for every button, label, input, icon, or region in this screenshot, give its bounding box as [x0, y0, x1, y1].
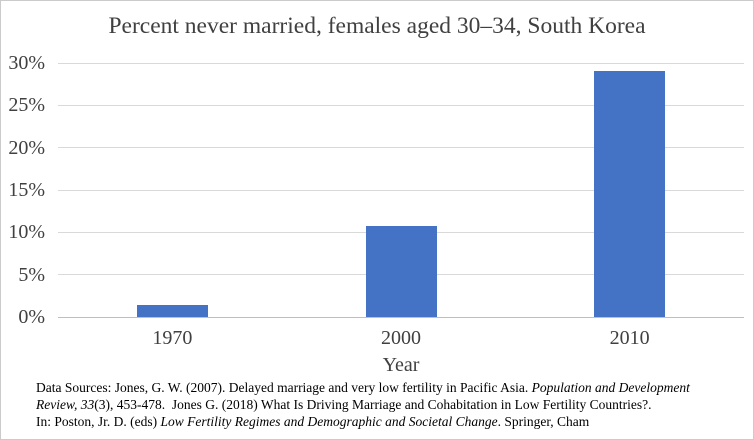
- y-axis-tick-label: 0%: [18, 306, 45, 328]
- footnote-text: . Springer, Cham: [497, 413, 590, 429]
- y-axis-tick-label: 5%: [18, 263, 45, 286]
- x-axis-title: Year: [382, 354, 420, 376]
- data-sources-note: Data Sources: Jones, G. W. (2007). Delay…: [36, 380, 748, 430]
- footnote-citation-title: Low Fertility Regimes and Demographic an…: [160, 413, 498, 429]
- x-axis-line: [58, 316, 744, 318]
- y-axis-tick-label: 25%: [8, 94, 45, 117]
- gridline: [58, 147, 744, 149]
- chart-title: Percent never married, females aged 30–3…: [108, 13, 646, 39]
- x-axis-tick-label: 2000: [381, 327, 421, 349]
- bar-2000: [365, 226, 437, 317]
- footnote-citation-title: Review, 33: [36, 396, 95, 412]
- x-axis-tick-label: 1970: [152, 327, 193, 349]
- footnote-text: In: Poston, Jr. D. (eds): [36, 413, 161, 429]
- y-axis-tick-label: 30%: [8, 52, 45, 74]
- footnote-line: Review, 33(3), 453-478. Jones G. (2018) …: [36, 397, 748, 414]
- gridline: [58, 104, 744, 106]
- gridline: [58, 189, 744, 191]
- footnote-line: Data Sources: Jones, G. W. (2007). Delay…: [36, 380, 748, 397]
- y-axis-tick-label: 15%: [8, 179, 45, 201]
- footnote-text: (3), 453-478. Jones G. (2018) What Is Dr…: [94, 396, 652, 412]
- gridline: [58, 62, 744, 64]
- footnote-line: In: Poston, Jr. D. (eds) Low Fertility R…: [36, 414, 748, 431]
- x-axis-tick-label: 2010: [609, 327, 650, 349]
- bar-2010: [594, 71, 666, 317]
- bar-1970: [136, 305, 208, 317]
- y-axis-tick-label: 20%: [8, 136, 45, 159]
- footnote-text: Data Sources: Jones, G. W. (2007). Delay…: [36, 380, 532, 395]
- footnote-citation-title: Population and Development: [531, 380, 690, 395]
- y-axis-tick-label: 10%: [8, 221, 45, 244]
